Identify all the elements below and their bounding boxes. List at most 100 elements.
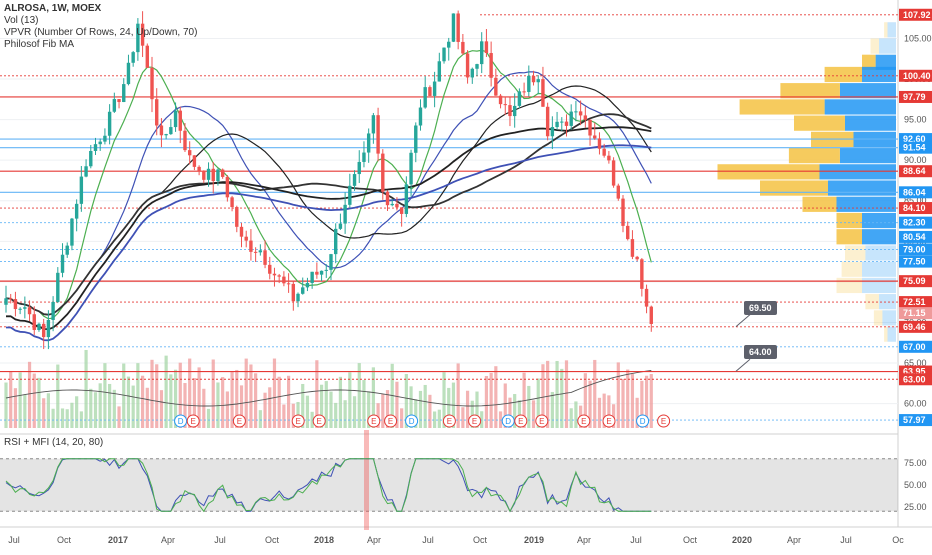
- candle-body: [616, 185, 620, 199]
- candle-body: [56, 272, 60, 302]
- chart-legend: ALROSA, 1W, MOEX Vol (13) VPVR (Number O…: [4, 3, 197, 51]
- price-level-label: 92.60: [903, 134, 926, 144]
- rsi-highlight-bar: [364, 430, 369, 530]
- volume-bar: [352, 396, 357, 428]
- volume-bar: [409, 386, 413, 428]
- time-axis-label: 2019: [524, 535, 544, 545]
- volume-bar: [268, 387, 272, 428]
- volume-profile-down-bar: [862, 212, 896, 229]
- volume-bar: [381, 394, 385, 428]
- candle-body: [531, 75, 536, 83]
- volume-bar: [140, 375, 145, 428]
- event-marker-label: D: [505, 417, 511, 426]
- candle-body: [319, 270, 324, 275]
- volume-bar: [494, 366, 498, 428]
- volume-profile-down-bar: [845, 115, 896, 131]
- price-level-label-box: [899, 216, 932, 229]
- time-axis-label: Jul: [840, 535, 852, 545]
- volume-bar: [536, 378, 540, 428]
- volume-bar: [644, 375, 649, 428]
- volume-bar: [93, 392, 98, 428]
- price-level-label: 75.09: [903, 276, 926, 286]
- candle-body: [621, 198, 625, 226]
- volume-bar: [517, 400, 521, 428]
- volume-bar: [244, 358, 248, 428]
- volume-bar: [211, 359, 215, 428]
- candle-body: [301, 287, 305, 294]
- candle-body: [277, 275, 281, 277]
- candle-body: [65, 245, 69, 255]
- volume-profile-up-bar: [788, 148, 840, 164]
- volume-bar: [560, 368, 564, 428]
- candle-body: [357, 161, 361, 175]
- volume-profile-down-bar: [839, 83, 896, 99]
- rsi-title: RSI + MFI (14, 20, 80): [4, 437, 104, 448]
- volume-bar: [287, 375, 291, 428]
- volume-profile-down-bar: [862, 261, 896, 277]
- candle-body: [41, 323, 46, 338]
- price-level-label: 71.15: [903, 308, 926, 318]
- time-axis-label: Jul: [214, 535, 226, 545]
- volume-bar: [23, 394, 27, 428]
- volume-profile-up-bar: [870, 38, 879, 54]
- candle-body: [371, 115, 376, 134]
- candle-body: [32, 314, 36, 330]
- volume-bar: [602, 393, 606, 428]
- volume-bar: [221, 377, 225, 428]
- price-level-label-box: [899, 340, 932, 353]
- price-callout-1[interactable]: 69.50: [744, 300, 777, 315]
- candle-body: [117, 99, 121, 103]
- volume-bar: [13, 388, 18, 428]
- price-callout-2[interactable]: 64.00: [744, 345, 777, 360]
- candle-body: [70, 218, 74, 246]
- candle-body: [437, 61, 442, 82]
- earnings-marker: [468, 414, 482, 428]
- price-level-label: 57.97: [903, 415, 926, 425]
- price-tick-label: 85.00: [904, 196, 927, 206]
- candle-body: [178, 110, 182, 131]
- volume-bar: [489, 372, 493, 428]
- candle-body: [122, 84, 126, 103]
- mfi-line: [5, 458, 652, 513]
- time-axis-label: Jul: [630, 535, 642, 545]
- candle-body: [239, 226, 244, 237]
- earnings-marker: [535, 414, 549, 428]
- candle-body: [409, 152, 413, 185]
- candle-body: [169, 127, 173, 135]
- volume-bar: [277, 376, 281, 428]
- moving-average-line: [6, 144, 652, 342]
- rsi-tick-label: 25.00: [904, 502, 927, 512]
- price-level-label-box: [899, 255, 932, 268]
- price-level-label: 79.00: [903, 244, 926, 254]
- volume-bar: [56, 364, 60, 428]
- volume-bar: [418, 390, 423, 428]
- volume-bar: [9, 371, 13, 428]
- volume-bar: [131, 385, 135, 428]
- event-marker-label: E: [472, 417, 477, 426]
- moving-average-line: [5, 113, 652, 316]
- price-level-label-box: [899, 8, 932, 21]
- price-tick-label: 90.00: [904, 155, 927, 165]
- volume-bar: [225, 391, 229, 428]
- volume-bar: [508, 397, 512, 428]
- volume-profile-up-bar: [862, 54, 876, 70]
- price-level-label-box: [899, 230, 932, 243]
- volume-bar: [206, 408, 211, 428]
- price-tick-label: 60.00: [904, 399, 927, 409]
- volume-bar: [235, 369, 239, 428]
- candle-body: [334, 228, 338, 255]
- volume-bar: [593, 359, 597, 428]
- candle-body: [197, 166, 201, 171]
- volume-profile-down-bar: [824, 99, 896, 115]
- volume-profile-down-bar: [862, 66, 896, 83]
- volume-bar: [564, 360, 569, 428]
- volume-bar: [324, 381, 328, 428]
- volume-profile-down-bar: [828, 180, 896, 196]
- volume-bar: [465, 390, 470, 428]
- price-level-label: 88.64: [903, 166, 926, 176]
- volume-bar: [216, 382, 220, 428]
- candle-body: [602, 148, 606, 156]
- candle-body: [522, 91, 526, 93]
